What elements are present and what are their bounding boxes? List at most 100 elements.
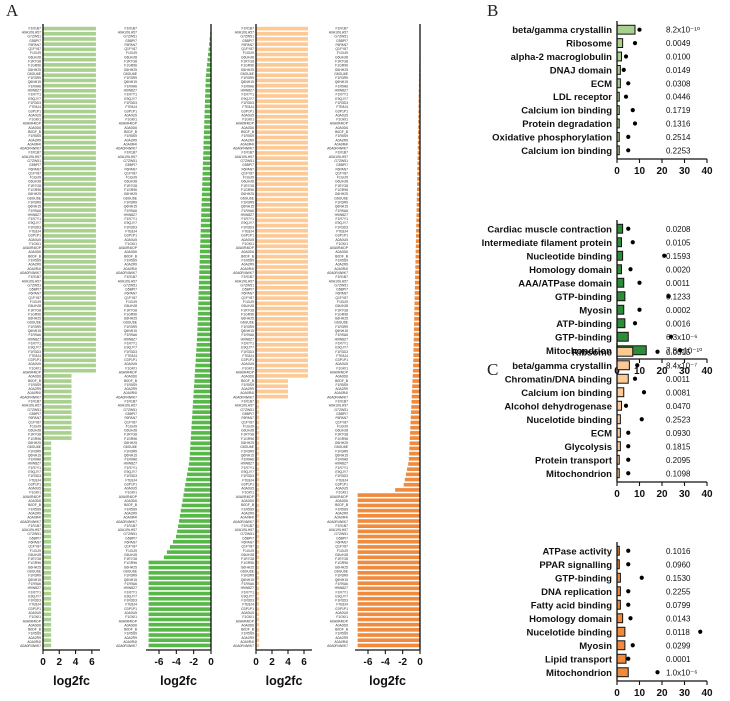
bar bbox=[43, 151, 96, 155]
bar bbox=[414, 317, 420, 321]
pvalue-label: 0.1098 bbox=[666, 469, 691, 478]
bar bbox=[201, 203, 211, 207]
bar bbox=[256, 311, 308, 316]
gene-label: G6GU6E bbox=[27, 445, 41, 449]
bar bbox=[256, 120, 308, 124]
gene-label: A0A0D6 bbox=[28, 250, 41, 254]
bar bbox=[395, 488, 420, 492]
pvalue-dot bbox=[698, 629, 703, 634]
gene-label: A0A0R4I bbox=[27, 391, 41, 395]
bar bbox=[256, 451, 260, 456]
pvalue-label: 6.3x10⁻⁶ bbox=[666, 333, 698, 342]
gene-label: A0A0D6 bbox=[335, 499, 348, 503]
bar bbox=[256, 617, 260, 622]
pvalue-dot bbox=[639, 575, 644, 580]
gene-label: G6UHJ8 bbox=[28, 553, 41, 557]
bar bbox=[43, 622, 52, 627]
bar bbox=[43, 239, 96, 243]
gene-label: G3P1P1 bbox=[124, 482, 137, 486]
bar bbox=[411, 410, 420, 414]
gene-label: G7ZW51 bbox=[240, 532, 254, 536]
gene-label: A0A0U5 bbox=[241, 487, 254, 491]
x-tick-label: 0 bbox=[208, 657, 214, 668]
bar bbox=[203, 151, 211, 155]
gene-label: F1R9A6 bbox=[125, 209, 138, 213]
gene-label: A0A0D6 bbox=[241, 250, 254, 254]
gene-label: A0A0R4I bbox=[27, 267, 41, 271]
pvalue-label: 0.0799 bbox=[666, 601, 691, 610]
bar bbox=[148, 612, 211, 617]
gene-label: G6HH25 bbox=[124, 565, 137, 569]
gene-label: Q6NH15 bbox=[335, 329, 348, 333]
gene-label: E9QJY7 bbox=[335, 97, 348, 101]
gene-label: F6PAN7 bbox=[335, 43, 348, 47]
pvalue-dot bbox=[623, 403, 629, 408]
pvalue-dot bbox=[655, 349, 660, 354]
bar bbox=[417, 171, 420, 176]
bar bbox=[256, 446, 260, 451]
gene-label: G6GU6E bbox=[334, 196, 348, 200]
gene-label: F1GKI1 bbox=[336, 615, 348, 619]
gene-label: A0A0R4I bbox=[334, 267, 348, 271]
bar bbox=[256, 596, 260, 601]
bar bbox=[256, 83, 308, 88]
term-label: Nucelotide binding bbox=[527, 415, 613, 426]
x-tick-label: 6 bbox=[301, 657, 307, 668]
pvalue-label: 0.0470 bbox=[666, 402, 691, 411]
bar bbox=[256, 519, 260, 523]
term-bar bbox=[616, 653, 627, 664]
bar bbox=[256, 482, 260, 487]
bar bbox=[415, 249, 420, 254]
bar bbox=[418, 120, 420, 124]
bar bbox=[206, 63, 211, 67]
bar bbox=[409, 436, 420, 440]
bar bbox=[194, 384, 211, 389]
bar bbox=[256, 285, 308, 290]
bar bbox=[408, 456, 420, 461]
gene-label: A0A0R4IDP bbox=[330, 246, 349, 250]
x-axis-title: log2fc bbox=[266, 674, 303, 688]
pvalue-label: 0.1815 bbox=[666, 442, 691, 451]
gene-label: F1R7G8 bbox=[241, 308, 254, 312]
gene-label: Q1FY87 bbox=[335, 545, 348, 549]
gene-label: A0A0R4IWK7 bbox=[233, 271, 254, 275]
gene-label: G6GU6E bbox=[27, 196, 41, 200]
bar bbox=[43, 431, 72, 435]
gene-label: B0DF_B bbox=[124, 379, 138, 383]
gene-label: F6PAN7 bbox=[335, 292, 348, 296]
gene-label: F6PAN7 bbox=[28, 541, 41, 545]
gene-label: F1R1B7 bbox=[336, 400, 349, 404]
gene-label: G5BPI7 bbox=[125, 288, 137, 292]
bar bbox=[256, 565, 260, 570]
gene-label: F1R1B7 bbox=[125, 26, 138, 30]
gene-label: G6HH25 bbox=[28, 68, 41, 72]
bar bbox=[256, 99, 308, 103]
gene-label: A0A0U5 bbox=[124, 238, 137, 242]
gene-label: F1R5S9 bbox=[29, 507, 42, 511]
bar bbox=[418, 109, 420, 114]
x-tick-label: -4 bbox=[172, 657, 181, 668]
bar bbox=[357, 539, 420, 544]
bar bbox=[43, 368, 96, 373]
bar bbox=[413, 332, 420, 337]
bar bbox=[194, 374, 211, 378]
bar bbox=[201, 192, 211, 197]
bar bbox=[415, 275, 420, 280]
pvalue-label: 0.0015 bbox=[666, 348, 691, 357]
gene-label: A0A0D6 bbox=[28, 375, 41, 379]
pvalue-label: 8.4x10⁻⁷ bbox=[666, 361, 697, 370]
x-tick-label: 10 bbox=[634, 166, 646, 177]
gene-label: F1GIJ9 bbox=[126, 424, 137, 428]
gene-label: F7E8J4 bbox=[29, 230, 41, 234]
gene-label: A0A1I9LH57 bbox=[118, 30, 137, 34]
gene-label: E9QJY7 bbox=[241, 594, 254, 598]
bar bbox=[256, 104, 308, 109]
gene-label: F1R5S9 bbox=[125, 134, 138, 138]
gene-label: G6UHJ8 bbox=[335, 429, 348, 433]
gene-label: E9QJY7 bbox=[124, 470, 137, 474]
gene-label: Q1FY87 bbox=[124, 420, 137, 424]
bar bbox=[256, 68, 308, 72]
gene-label: A0A0R4IWK7 bbox=[116, 395, 137, 399]
bar bbox=[403, 482, 420, 487]
bar bbox=[204, 114, 211, 119]
